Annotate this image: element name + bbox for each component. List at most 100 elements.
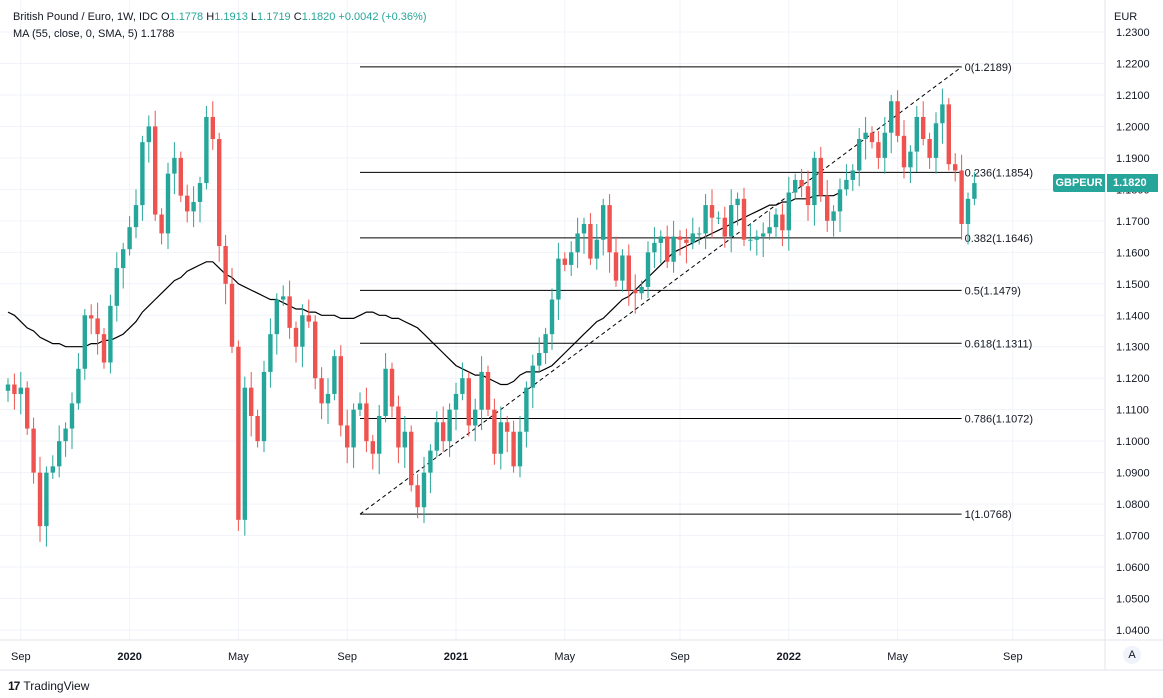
candle-body (767, 227, 772, 234)
candle-body (729, 205, 734, 237)
fib-level-label: 0.236(1.1854) (965, 167, 1034, 179)
moving-average (7, 191, 841, 386)
candle-body (421, 472, 427, 508)
y-tick-label: 1.1500 (1116, 279, 1150, 291)
symbol-badge: GBPEUR (1053, 174, 1105, 192)
candle-body (799, 179, 804, 187)
y-tick-label: 1.1300 (1116, 342, 1150, 354)
y-tick-label: 1.0700 (1116, 531, 1150, 543)
candle-body (460, 378, 465, 394)
candle-body (281, 296, 286, 300)
candle-body (204, 116, 209, 184)
candle-body (665, 236, 670, 262)
candle-body (453, 393, 459, 410)
tradingview-footer[interactable]: 17 TradingView (8, 679, 89, 693)
candle-body (268, 334, 273, 372)
chart-grid (0, 0, 1163, 671)
candle-body (697, 233, 702, 235)
auto-scale-button[interactable]: A (1123, 646, 1141, 664)
candle-body (5, 384, 11, 391)
candle-body (825, 195, 830, 221)
candle-body (735, 198, 740, 206)
candle-body (818, 157, 823, 196)
candle-body (223, 246, 228, 284)
candle-body (575, 233, 580, 253)
candle-body (338, 356, 343, 426)
fib-level-label: 0(1.2189) (965, 62, 1012, 74)
last-price-badge: 1.1820 (1107, 174, 1158, 192)
fib-level-label: 0.5(1.1479) (965, 285, 1021, 297)
candle-body (140, 142, 145, 206)
candle-body (895, 101, 900, 136)
x-tick-label: 2021 (444, 651, 468, 663)
candle-body (441, 422, 446, 442)
candle-body (153, 126, 158, 215)
candle-body (914, 116, 919, 152)
y-tick-label: 1.2000 (1116, 121, 1150, 133)
candle-body (210, 116, 215, 140)
candle-body (677, 236, 683, 240)
y-tick-label: 1.0900 (1116, 468, 1150, 480)
ma-line (7, 191, 841, 386)
candle-body (479, 371, 484, 410)
candle-body (562, 258, 567, 265)
fib-level-label: 1(1.0768) (965, 509, 1012, 521)
candle-body (690, 233, 695, 243)
candle-body (940, 104, 945, 124)
price-axis: 1.23001.22001.21001.20001.19001.18001.17… (1116, 27, 1150, 637)
candle-body (434, 422, 439, 451)
candle-body (754, 236, 759, 240)
x-tick-label: 2020 (117, 651, 141, 663)
candle-body (89, 315, 94, 319)
candle-body (69, 403, 75, 429)
close-label: C (293, 11, 302, 23)
x-tick-label: Sep (337, 651, 357, 663)
candle-body (389, 368, 395, 407)
candle-body (581, 223, 587, 234)
y-tick-label: 1.0500 (1116, 594, 1150, 606)
candle-body (549, 299, 555, 335)
candle-body (569, 252, 574, 265)
candle-body (953, 164, 958, 171)
candle-body (82, 315, 87, 369)
y-tick-label: 1.1700 (1116, 216, 1150, 228)
candle-body (319, 378, 324, 404)
candle-body (447, 409, 452, 442)
x-tick-label: 2022 (777, 651, 801, 663)
tradingview-logo-icon: 17 (8, 679, 20, 693)
candle-body (293, 327, 299, 347)
brand-name: TradingView (23, 679, 90, 693)
candle-body (863, 132, 868, 140)
close-value: 1.1820 (301, 11, 336, 23)
candle-body (76, 368, 81, 404)
y-tick-label: 1.1000 (1116, 436, 1150, 448)
high-value: 1.1913 (214, 11, 248, 23)
ma-indicator-label[interactable]: MA (55, close, 0, SMA, 5) (13, 28, 138, 40)
candle-body (530, 365, 535, 388)
candle-body (703, 205, 708, 234)
x-tick-label: Sep (11, 651, 31, 663)
y-tick-label: 1.1600 (1116, 247, 1150, 259)
candle-body (485, 371, 491, 410)
fibonacci-retracement: 0(1.2189) 0.236(1.1854) 0.382(1.1646) 0.5(1… (360, 62, 1033, 521)
change-value: +0.0042 (+0.36%) (338, 11, 427, 23)
candle-body (850, 170, 855, 180)
candle-body (901, 135, 907, 168)
candle-body (12, 384, 17, 394)
candle-body (812, 157, 817, 206)
candle-body (127, 227, 132, 250)
candle-body (18, 387, 23, 394)
candle-body (306, 315, 311, 322)
candle-body (165, 173, 171, 234)
candle-body (377, 415, 382, 454)
candle-body (601, 205, 606, 240)
symbol-title: British Pound / Euro, 1W, IDC (13, 11, 158, 23)
y-tick-label: 1.0600 (1116, 562, 1150, 574)
time-axis: Sep 2020 May Sep 2021 May Sep 2022 May Sep (11, 651, 1023, 663)
candle-body (95, 318, 100, 335)
candle-body (857, 139, 862, 171)
candle-body (748, 239, 753, 241)
y-tick-label: 1.2200 (1116, 58, 1150, 70)
candle-body (831, 211, 836, 221)
